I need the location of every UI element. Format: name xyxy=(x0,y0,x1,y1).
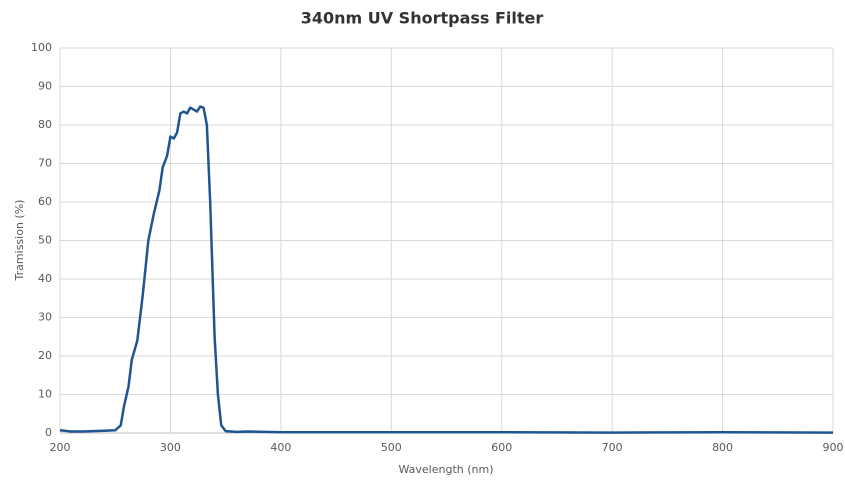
x-tick-label: 200 xyxy=(50,441,71,454)
x-tick-label: 900 xyxy=(823,441,844,454)
y-tick-label: 30 xyxy=(38,311,52,324)
x-tick-label: 700 xyxy=(602,441,623,454)
y-tick-label: 80 xyxy=(38,118,52,131)
x-tick-label: 500 xyxy=(381,441,402,454)
y-tick-label: 70 xyxy=(38,157,52,170)
x-tick-label: 600 xyxy=(491,441,512,454)
y-tick-label: 50 xyxy=(38,234,52,247)
x-tick-label: 400 xyxy=(270,441,291,454)
y-tick-label: 20 xyxy=(38,349,52,362)
y-axis-label: Tramission (%) xyxy=(13,200,26,282)
x-tick-label: 800 xyxy=(712,441,733,454)
y-tick-label: 40 xyxy=(38,272,52,285)
chart-title: 340nm UV Shortpass Filter xyxy=(301,9,544,28)
y-tick-label: 10 xyxy=(38,388,52,401)
data-line xyxy=(59,105,834,434)
y-tick-label: 90 xyxy=(38,80,52,93)
y-tick-label: 100 xyxy=(31,41,52,54)
x-tick-label: 300 xyxy=(160,441,181,454)
y-tick-label: 0 xyxy=(45,426,52,439)
y-tick-label: 60 xyxy=(38,195,52,208)
x-axis-label: Wavelength (nm) xyxy=(398,463,493,476)
